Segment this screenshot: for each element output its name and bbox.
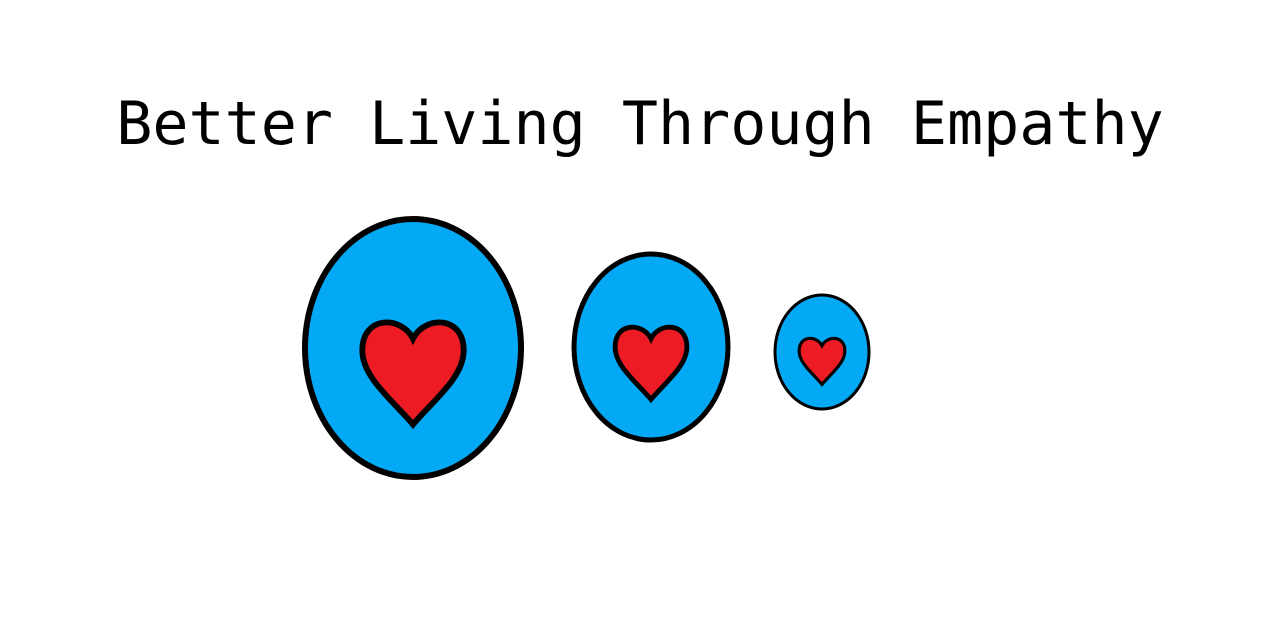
page-title: Better Living Through Empathy: [116, 89, 1164, 159]
large-circle-heart-icon: [302, 216, 524, 480]
small-circle-heart-icon: [773, 293, 871, 411]
medium-circle-heart-icon: [571, 251, 731, 443]
